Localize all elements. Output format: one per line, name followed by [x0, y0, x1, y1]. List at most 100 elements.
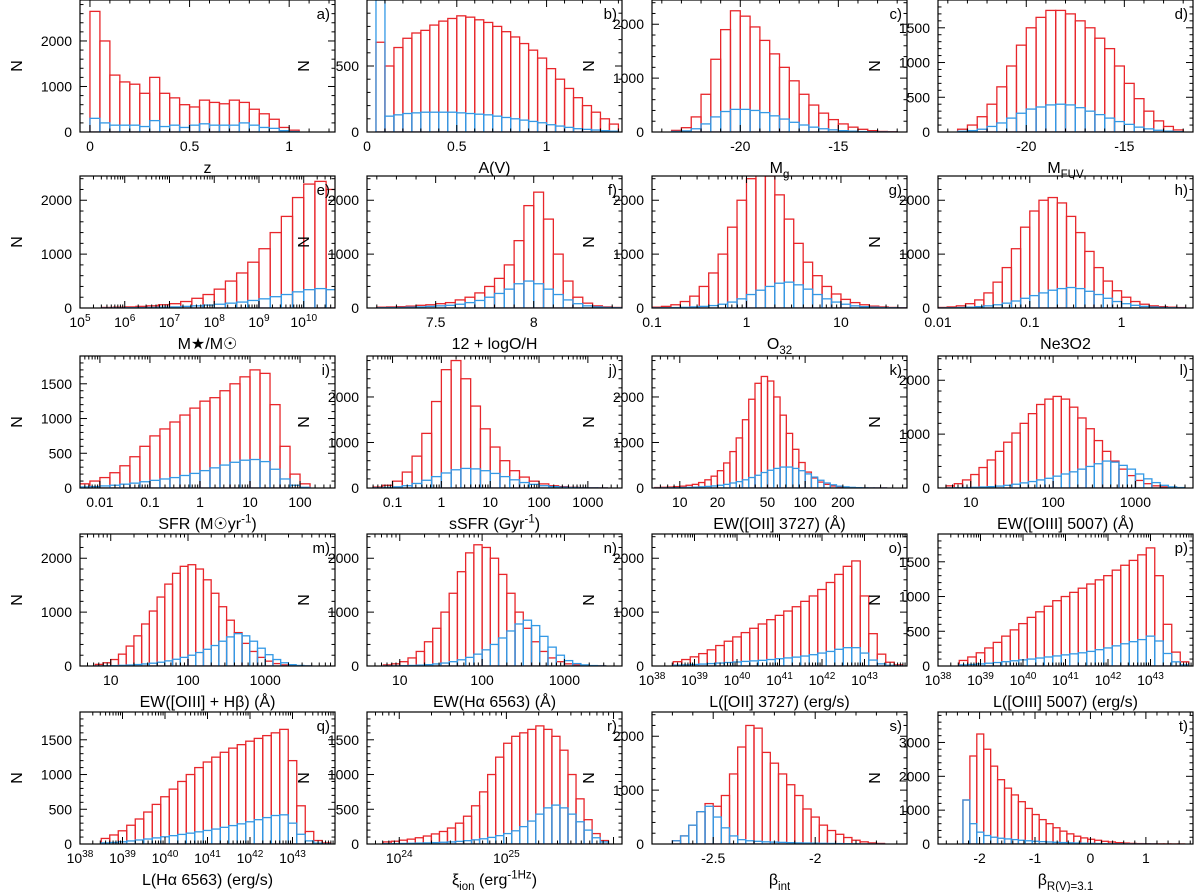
y-ticks-o	[652, 536, 907, 667]
x-ticks-i	[79, 356, 336, 488]
bar-all-m-3	[117, 653, 127, 666]
x-tick-label-l-1: 100	[1041, 494, 1065, 510]
series-all-c	[670, 10, 898, 132]
bar-subset-s-5	[712, 816, 723, 844]
bar-all-a-1	[99, 40, 111, 132]
bar-subset-c-13	[798, 124, 810, 132]
y-tick-label-m-0: 0	[64, 658, 72, 674]
bar-subset-f-14	[513, 283, 525, 308]
bar-all-s-4	[704, 802, 714, 844]
bar-subset-r-13	[486, 836, 497, 844]
x-axis-label-c: Mg	[770, 160, 790, 181]
y-ticks-f	[367, 178, 622, 309]
bar-all-r-10	[462, 815, 473, 844]
x-tick-label-e-4: 109	[248, 313, 270, 330]
bar-all-n-11	[473, 544, 483, 666]
y-tick-label-h-1: 1000	[899, 246, 930, 262]
y-tick-label-i-0: 0	[64, 480, 72, 496]
bar-subset-a-11	[198, 123, 211, 132]
x-tick-label-j-4: 1000	[572, 494, 603, 510]
bar-all-g-17	[811, 275, 823, 308]
x-ticks-g	[651, 176, 908, 308]
x-tick-label-b-1: 0.5	[447, 138, 467, 154]
bar-all-e-11	[224, 280, 238, 308]
panel-tag-l: l)	[1180, 362, 1188, 379]
y-ticks-h	[938, 178, 1193, 309]
panel-q: 1038 1039 1040 1041 1042 1043 0 500 1000 1500 N L(H…	[9, 711, 336, 889]
series-all-t	[962, 733, 1186, 844]
x-tick-label-l-2: 1000	[1120, 494, 1151, 510]
y-ticks-e	[80, 178, 335, 309]
bar-subset-l-20	[1110, 461, 1120, 488]
bar-subset-m-17	[225, 636, 235, 666]
panel-tag-n: n)	[604, 540, 617, 557]
bar-all-r-20	[543, 728, 553, 844]
x-axis-label-o: L([OII] 3727) (erg/s)	[709, 694, 850, 711]
bar-subset-d-16	[1113, 120, 1126, 132]
bar-all-m-17	[225, 619, 235, 666]
bar-all-g-14	[783, 218, 795, 308]
bar-subset-e-19	[314, 287, 327, 308]
y-axis-label-a: N	[9, 60, 26, 72]
y-tick-label-t-3: 3000	[899, 734, 930, 750]
bar-subset-b-7	[438, 111, 449, 132]
bar-subset-s-8	[737, 839, 747, 844]
bar-all-b-1	[384, 65, 395, 132]
x-tick-label-k-1: 20	[710, 494, 726, 510]
bar-subset-h-12	[1047, 289, 1058, 308]
series-all-f	[376, 191, 622, 308]
bar-subset-l-9	[1019, 482, 1030, 488]
bar-subset-b-13	[492, 115, 503, 132]
y-tick-label-i-1: 500	[49, 445, 73, 461]
y-tick-label-p-3: 1500	[899, 554, 930, 570]
y-axis-label-m: N	[9, 594, 26, 606]
bar-subset-l-16	[1077, 468, 1087, 488]
bar-all-o-17	[817, 588, 827, 666]
bar-subset-f-10	[474, 299, 486, 308]
y-tick-label-d-1: 500	[907, 89, 931, 105]
y-tick-label-t-2: 2000	[899, 768, 930, 784]
bar-all-b-3	[402, 37, 413, 132]
bar-all-r-21	[551, 735, 561, 844]
panel-tag-f: f)	[608, 182, 617, 199]
bar-all-i-11	[189, 407, 201, 488]
bar-subset-a-0	[89, 117, 101, 132]
bar-all-d-15	[1104, 47, 1116, 132]
frame-r	[366, 711, 623, 845]
series-all-k	[654, 375, 888, 488]
bar-all-s-13	[777, 773, 788, 844]
x-tick-label-k-3: 100	[793, 494, 817, 510]
y-axis-label-t: N	[867, 772, 884, 784]
bar-subset-r-17	[519, 825, 529, 844]
y-tick-label-c-2: 2000	[613, 16, 644, 32]
bar-all-g-4	[689, 295, 700, 308]
y-tick-label-c-0: 0	[636, 124, 644, 140]
bar-subset-e-23	[360, 302, 371, 308]
bar-all-r-18	[527, 728, 537, 844]
bar-subset-d-4	[996, 122, 1008, 132]
bar-all-p-18	[1111, 569, 1122, 666]
bar-subset-o-13	[783, 657, 793, 666]
y-ticks-g	[652, 178, 907, 309]
bar-subset-h-14	[1065, 286, 1077, 308]
bar-subset-b-14	[501, 116, 512, 132]
bar-subset-i-9	[169, 476, 181, 488]
bar-all-e-8	[191, 297, 204, 308]
y-tick-label-j-2: 2000	[328, 389, 359, 405]
bar-all-h-11	[1038, 199, 1049, 308]
bar-subset-r-16	[511, 830, 521, 844]
bar-all-d-7	[1025, 27, 1037, 132]
bar-subset-a-6	[149, 119, 161, 132]
series-subset-c	[670, 108, 898, 132]
y-tick-label-f-2: 2000	[328, 192, 359, 208]
panel-tag-j: j)	[608, 362, 617, 379]
bar-all-d-12	[1074, 20, 1086, 132]
bar-all-n-10	[464, 552, 475, 666]
bar-all-q-23	[296, 805, 306, 844]
series-all-r	[382, 725, 609, 844]
bar-all-j-8	[450, 359, 462, 488]
y-axis-label-d: N	[867, 60, 884, 72]
bar-subset-b-8	[447, 111, 458, 132]
bar-all-g-12	[764, 176, 776, 308]
y-tick-label-d-3: 1500	[899, 20, 930, 36]
